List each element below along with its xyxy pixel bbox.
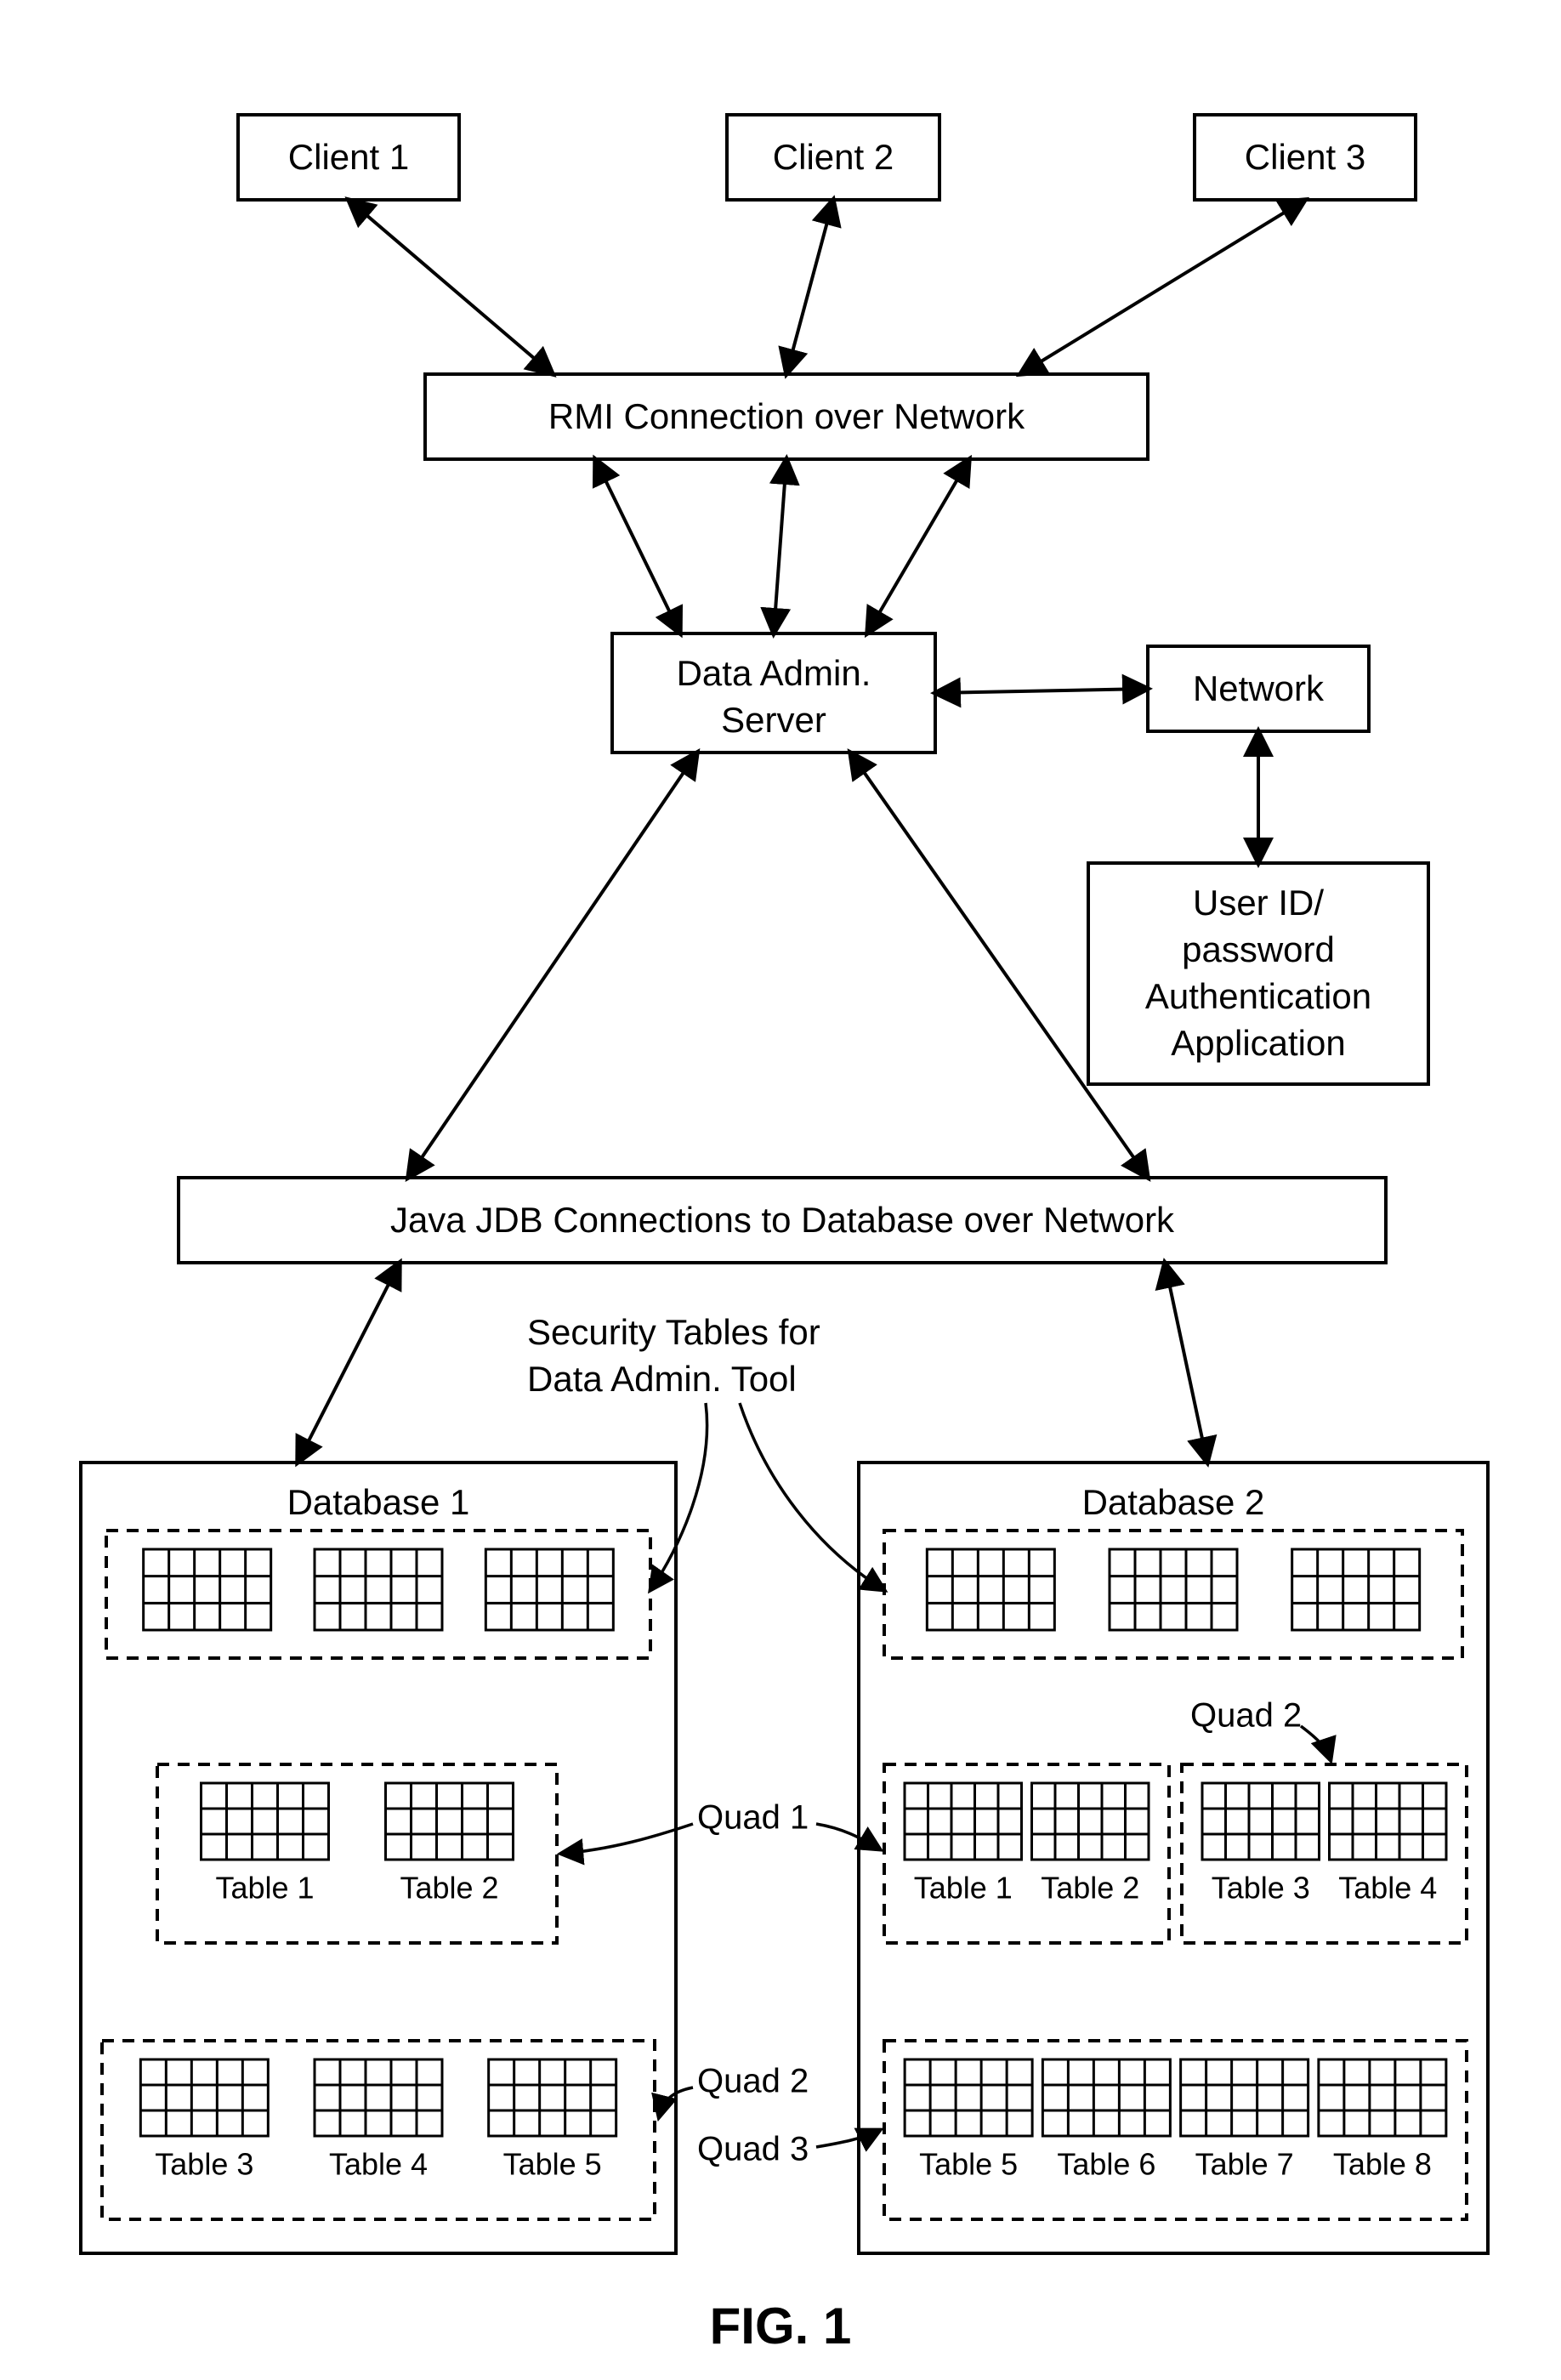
rmi-label: RMI Connection over Network — [548, 396, 1025, 436]
table-label: Table 3 — [155, 2147, 253, 2182]
arrow — [1165, 1263, 1207, 1463]
table-label: Table 6 — [1057, 2147, 1155, 2182]
table-label: Table 2 — [400, 1871, 498, 1906]
table-label: Table 4 — [1338, 1871, 1437, 1906]
arrow — [786, 200, 833, 374]
client-2-label: Client 2 — [773, 137, 894, 177]
arrow — [349, 200, 553, 374]
arrow — [867, 459, 969, 633]
arrow — [595, 459, 680, 633]
table-label: Table 5 — [503, 2147, 602, 2182]
server-label-1: Data Admin. — [677, 653, 871, 693]
database-1-label: Database 1 — [287, 1482, 470, 1522]
security-label-2: Data Admin. Tool — [527, 1359, 797, 1399]
network-node: Network — [1148, 646, 1369, 731]
auth-label-2: password — [1182, 929, 1335, 969]
auth-label-1: User ID/ — [1193, 883, 1324, 923]
arrow — [408, 753, 697, 1178]
table-label: Table 8 — [1333, 2147, 1432, 2182]
jdb-label: Java JDB Connections to Database over Ne… — [390, 1200, 1175, 1240]
client-1-node: Client 1 — [238, 115, 459, 200]
quad-2-right-callout: Quad 2 — [1190, 1697, 1302, 1735]
quad-3-callout: Quad 3 — [697, 2131, 809, 2168]
arrow — [774, 459, 786, 633]
diagram-root: Client 1 Client 2 Client 3 RMI Connectio… — [0, 0, 1561, 2380]
table-label: Table 1 — [914, 1871, 1013, 1906]
quad-1-callout: Quad 1 — [697, 1799, 809, 1837]
table-label: Table 2 — [1041, 1871, 1139, 1906]
table-label: Table 1 — [215, 1871, 314, 1906]
arrow — [298, 1263, 400, 1463]
client-2-node: Client 2 — [727, 115, 939, 200]
auth-label-4: Application — [1171, 1023, 1345, 1063]
table-label: Table 7 — [1195, 2147, 1294, 2182]
table-label: Table 5 — [919, 2147, 1018, 2182]
auth-node: User ID/ password Authentication Applica… — [1088, 863, 1428, 1084]
table-label: Table 4 — [329, 2147, 428, 2182]
figure-label: FIG. 1 — [710, 2298, 852, 2354]
server-label-2: Server — [721, 700, 826, 740]
jdb-node: Java JDB Connections to Database over Ne… — [179, 1178, 1386, 1263]
database-2-label: Database 2 — [1082, 1482, 1265, 1522]
client-3-node: Client 3 — [1195, 115, 1416, 200]
client-1-label: Client 1 — [288, 137, 409, 177]
server-node: Data Admin. Server — [612, 633, 935, 753]
table-label: Table 3 — [1212, 1871, 1310, 1906]
network-label: Network — [1193, 668, 1325, 708]
auth-label-3: Authentication — [1145, 976, 1371, 1016]
quad-2-left-callout: Quad 2 — [697, 2063, 809, 2100]
rmi-node: RMI Connection over Network — [425, 374, 1148, 459]
arrow — [1020, 200, 1305, 374]
arrow — [935, 689, 1148, 693]
security-label-1: Security Tables for — [527, 1312, 820, 1352]
client-3-label: Client 3 — [1245, 137, 1365, 177]
